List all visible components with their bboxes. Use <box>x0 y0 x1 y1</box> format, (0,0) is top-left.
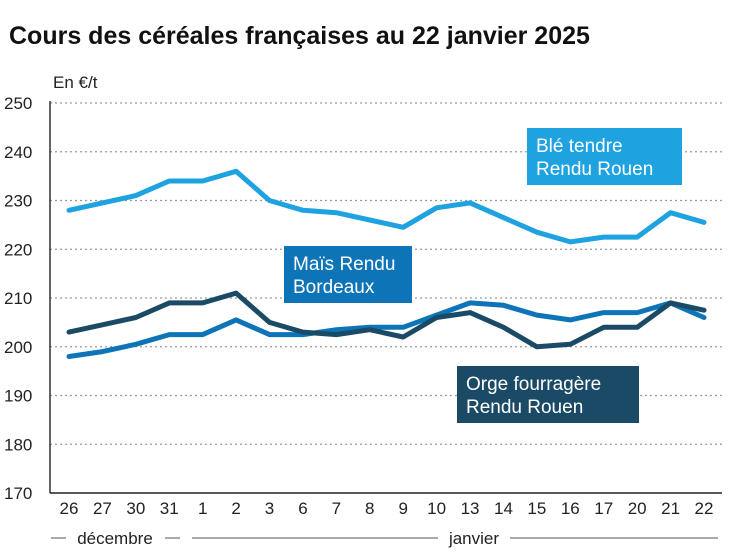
series-label-box <box>457 366 639 423</box>
x-tick-label: 30 <box>126 499 145 518</box>
x-tick-label: 3 <box>265 499 274 518</box>
x-tick-label: 17 <box>594 499 613 518</box>
series-line-1 <box>66 300 707 359</box>
series-label-text: Bordeaux <box>293 277 375 298</box>
x-tick-label: 8 <box>365 499 374 518</box>
series-line-0 <box>66 168 707 245</box>
x-tick-label: 20 <box>628 499 647 518</box>
series-label-text: Blé tendre <box>536 136 623 157</box>
y-tick-label: 190 <box>4 387 32 406</box>
x-tick-label: 31 <box>160 499 179 518</box>
y-tick-label: 210 <box>4 289 32 308</box>
x-tick-label: 10 <box>427 499 446 518</box>
y-tick-label: 230 <box>4 192 32 211</box>
x-tick-label: 13 <box>461 499 480 518</box>
x-tick-label: 21 <box>661 499 680 518</box>
x-tick-label: 9 <box>398 499 407 518</box>
y-tick-label: 180 <box>4 435 32 454</box>
x-tick-label: 1 <box>198 499 207 518</box>
x-tick-label: 26 <box>60 499 79 518</box>
x-tick-label: 7 <box>332 499 341 518</box>
series-label-box <box>284 246 412 303</box>
series-label-text: Rendu Rouen <box>536 159 653 180</box>
y-tick-label: 170 <box>4 484 32 503</box>
x-tick-label: 14 <box>494 499 513 518</box>
x-tick-label: 16 <box>561 499 580 518</box>
chart-title: Cours des céréales françaises au 22 janv… <box>9 22 590 50</box>
y-axis-unit-label: En €/t <box>53 73 98 92</box>
series-line-2 <box>66 290 707 350</box>
y-tick-label: 240 <box>4 143 32 162</box>
x-tick-label: 15 <box>527 499 546 518</box>
y-tick-label: 250 <box>4 94 32 113</box>
x-tick-label: 6 <box>298 499 307 518</box>
series-label-text: Rendu Rouen <box>466 397 583 418</box>
month-label-decembre: décembre <box>77 529 153 548</box>
x-tick-label: 27 <box>93 499 112 518</box>
series-label-text: Orge fourragère <box>466 374 601 395</box>
series-label-text: Maïs Rendu <box>293 254 395 275</box>
month-label-janvier: janvier <box>448 529 499 548</box>
x-tick-label: 22 <box>695 499 714 518</box>
y-tick-label: 220 <box>4 240 32 259</box>
y-tick-label: 200 <box>4 338 32 357</box>
x-tick-label: 2 <box>231 499 240 518</box>
series-label-box <box>527 128 682 185</box>
